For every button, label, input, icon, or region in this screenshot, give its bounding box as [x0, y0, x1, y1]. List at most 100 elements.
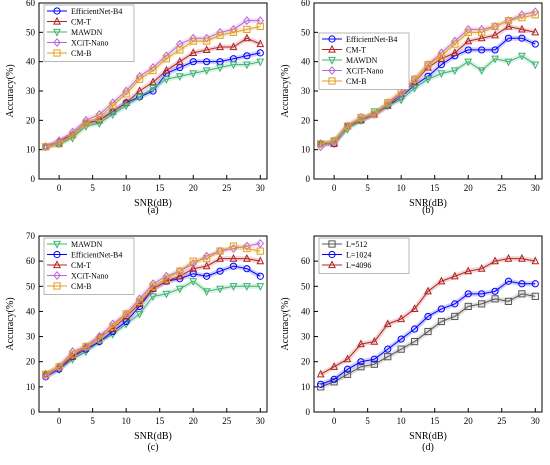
x-tick-label: 25: [222, 416, 232, 426]
data-point: [464, 36, 473, 45]
series-line: [320, 258, 536, 375]
data-point: [517, 253, 526, 262]
data-point: [162, 290, 171, 299]
data-point: [242, 253, 251, 262]
legend-marker: [328, 77, 336, 85]
data-point: [464, 266, 473, 275]
data-point: [176, 39, 184, 49]
legend-entry: CM-B: [322, 77, 366, 86]
data-point: [424, 76, 432, 84]
data-point: [317, 383, 325, 391]
x-tick-label: 5: [365, 183, 370, 193]
data-point: [242, 283, 251, 292]
data-point: [491, 287, 499, 295]
data-point: [41, 142, 50, 152]
legend-marker: [53, 282, 61, 290]
data-point: [370, 110, 378, 119]
data-point: [397, 335, 405, 343]
data-point: [243, 265, 251, 273]
legend-entry: L=1024: [322, 251, 371, 260]
data-point: [330, 375, 338, 383]
y-tick-label: 10: [26, 145, 36, 155]
data-point: [384, 345, 392, 353]
data-point: [504, 16, 513, 26]
data-point: [242, 33, 251, 42]
data-point: [330, 362, 339, 370]
legend-marker: [53, 16, 61, 25]
legend-marker: [328, 240, 336, 248]
x-tick-label: 20: [464, 183, 474, 193]
x-tick-label: 5: [90, 416, 95, 426]
data-point: [216, 253, 224, 262]
data-point: [229, 242, 238, 250]
series-cm-b: [42, 22, 264, 151]
legend-marker: [328, 250, 336, 259]
x-tick-label: 30: [531, 416, 541, 426]
y-tick-label: 60: [301, 0, 311, 8]
data-point: [451, 36, 459, 46]
data-point: [410, 325, 419, 333]
legend-marker: [53, 250, 61, 259]
panel-c: 0 5 10 15 20 25 30 0 10 20 30 40 50 60 70 SNR(dB) Accura…: [5, 231, 268, 453]
data-point: [216, 285, 224, 294]
data-point: [216, 64, 224, 73]
data-point: [95, 109, 104, 119]
x-tick-label: 15: [155, 416, 165, 426]
data-point: [531, 280, 539, 288]
legend-entry: EfficientNet-B4: [322, 35, 397, 44]
legend-label: XCiT-Nano: [346, 67, 383, 76]
data-point: [202, 33, 211, 43]
legend-marker: [53, 240, 61, 249]
series-l-1024: [317, 277, 539, 388]
series-line: [45, 245, 261, 375]
data-point: [229, 24, 238, 34]
panel-caption: (b): [422, 205, 434, 216]
series-cm-t: [41, 253, 265, 378]
data-point: [109, 98, 117, 108]
data-point: [202, 67, 211, 76]
legend-label: CM-B: [346, 77, 366, 86]
legend-entry: XCiT-Nano: [322, 66, 383, 76]
data-point: [216, 247, 224, 255]
data-point: [397, 314, 406, 323]
data-point: [437, 276, 446, 285]
legend-entry: EfficientNet-B4: [47, 7, 122, 16]
data-point: [68, 127, 77, 137]
data-point: [478, 28, 486, 36]
data-point: [149, 66, 157, 75]
legend-marker: [53, 260, 61, 269]
data-point: [189, 263, 198, 272]
panel-a: 0 5 10 15 20 25 30 0 10 20 30 40 50 60 SNR(dB) Accuracy…: [5, 0, 268, 216]
series-line: [45, 280, 261, 375]
y-tick-label: 20: [301, 357, 311, 367]
data-point: [175, 56, 184, 65]
data-point: [383, 319, 392, 328]
y-tick-label: 60: [26, 256, 36, 266]
data-point: [202, 251, 211, 261]
data-point: [162, 271, 171, 281]
data-point: [343, 354, 352, 363]
data-point: [370, 109, 379, 118]
data-point: [531, 61, 540, 70]
y-tick-label: 60: [301, 256, 311, 266]
data-point: [424, 312, 432, 321]
data-point: [176, 46, 184, 54]
data-point: [256, 247, 264, 255]
data-point: [189, 270, 197, 278]
data-point: [95, 113, 103, 122]
legend-label: MAWDN: [346, 56, 378, 65]
series-mawdn: [41, 58, 265, 152]
data-point: [357, 112, 365, 122]
data-point: [518, 10, 526, 20]
data-point: [256, 239, 265, 249]
series-band: [319, 291, 536, 390]
data-point: [451, 312, 459, 321]
data-point: [504, 277, 513, 285]
data-point: [464, 302, 472, 310]
plot-frame: [313, 235, 543, 413]
legend-label: XCiT-Nano: [71, 272, 108, 281]
data-point: [55, 362, 63, 372]
y-tick-label: 10: [301, 145, 311, 155]
data-point: [504, 34, 513, 42]
